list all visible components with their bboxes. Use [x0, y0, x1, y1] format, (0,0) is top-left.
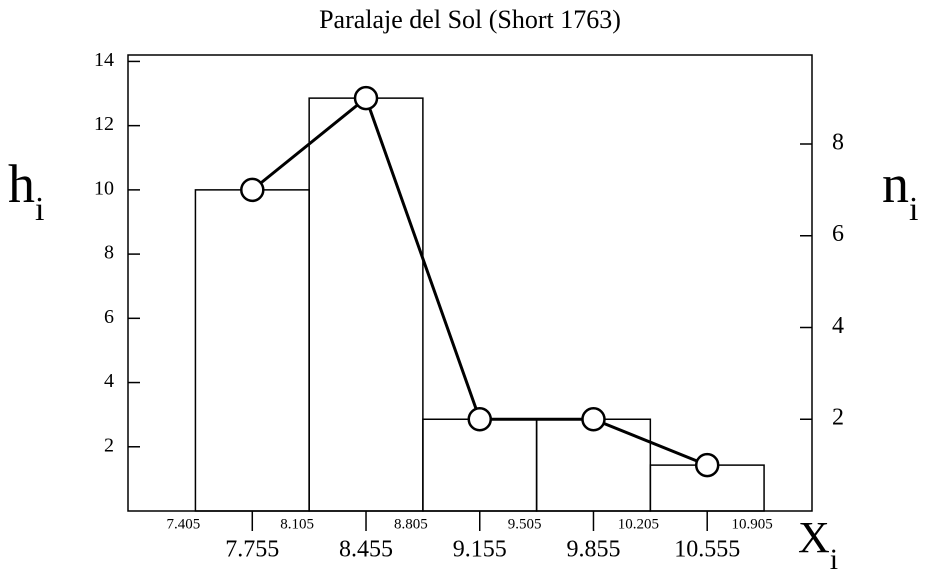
- y-label-main: h: [8, 154, 35, 214]
- x-tick-label: 10.555: [674, 537, 740, 563]
- y-tick-label: 2: [104, 434, 114, 456]
- y-tick-label: 14: [94, 49, 114, 71]
- y2-tick-label: 2: [832, 405, 844, 431]
- polygon-marker: [353, 85, 379, 111]
- bin-edge-label: 8.105: [280, 516, 314, 532]
- bin-edge-label: 10.905: [731, 516, 772, 532]
- x-label-main: X: [798, 513, 830, 562]
- y-tick-label: 8: [104, 242, 114, 264]
- polygon-marker: [581, 406, 606, 432]
- bin-edge-label: 9.505: [508, 516, 542, 532]
- x-tick-label: 9.855: [566, 537, 620, 563]
- y-tick-label: 6: [104, 306, 114, 328]
- y2-axis-label: ni: [882, 154, 918, 227]
- polygon-marker: [240, 177, 265, 203]
- polygon-marker: [467, 406, 492, 432]
- y2-tick-label: 8: [832, 129, 844, 155]
- x-axis-label: Xi: [798, 513, 838, 576]
- bar: [422, 418, 538, 512]
- x-tick-label: 7.755: [225, 537, 279, 563]
- bar: [308, 97, 424, 512]
- bar: [535, 418, 652, 512]
- y2-label-sub: i: [909, 191, 918, 228]
- polygon-marker: [694, 452, 720, 478]
- x-tick-label: 9.155: [453, 537, 507, 563]
- y2-tick-label: 4: [832, 313, 844, 339]
- y-axis-label: hi: [8, 154, 44, 227]
- bin-edge-label: 7.405: [167, 516, 201, 532]
- bar: [194, 189, 310, 512]
- x-tick-label: 8.455: [339, 537, 393, 563]
- y-tick-label: 12: [94, 113, 114, 135]
- bin-edge-label: 8.805: [394, 516, 428, 532]
- y-label-sub: i: [35, 191, 44, 228]
- bin-edge-label: 10.205: [618, 516, 659, 532]
- y-tick-label: 4: [104, 370, 114, 392]
- y-tick-label: 10: [94, 177, 114, 199]
- x-label-sub: i: [830, 543, 838, 576]
- chart-title: Paralaje del Sol (Short 1763): [319, 5, 621, 34]
- plot-frame: [127, 54, 813, 512]
- y2-tick-label: 6: [832, 221, 844, 247]
- y2-label-main: n: [882, 154, 909, 214]
